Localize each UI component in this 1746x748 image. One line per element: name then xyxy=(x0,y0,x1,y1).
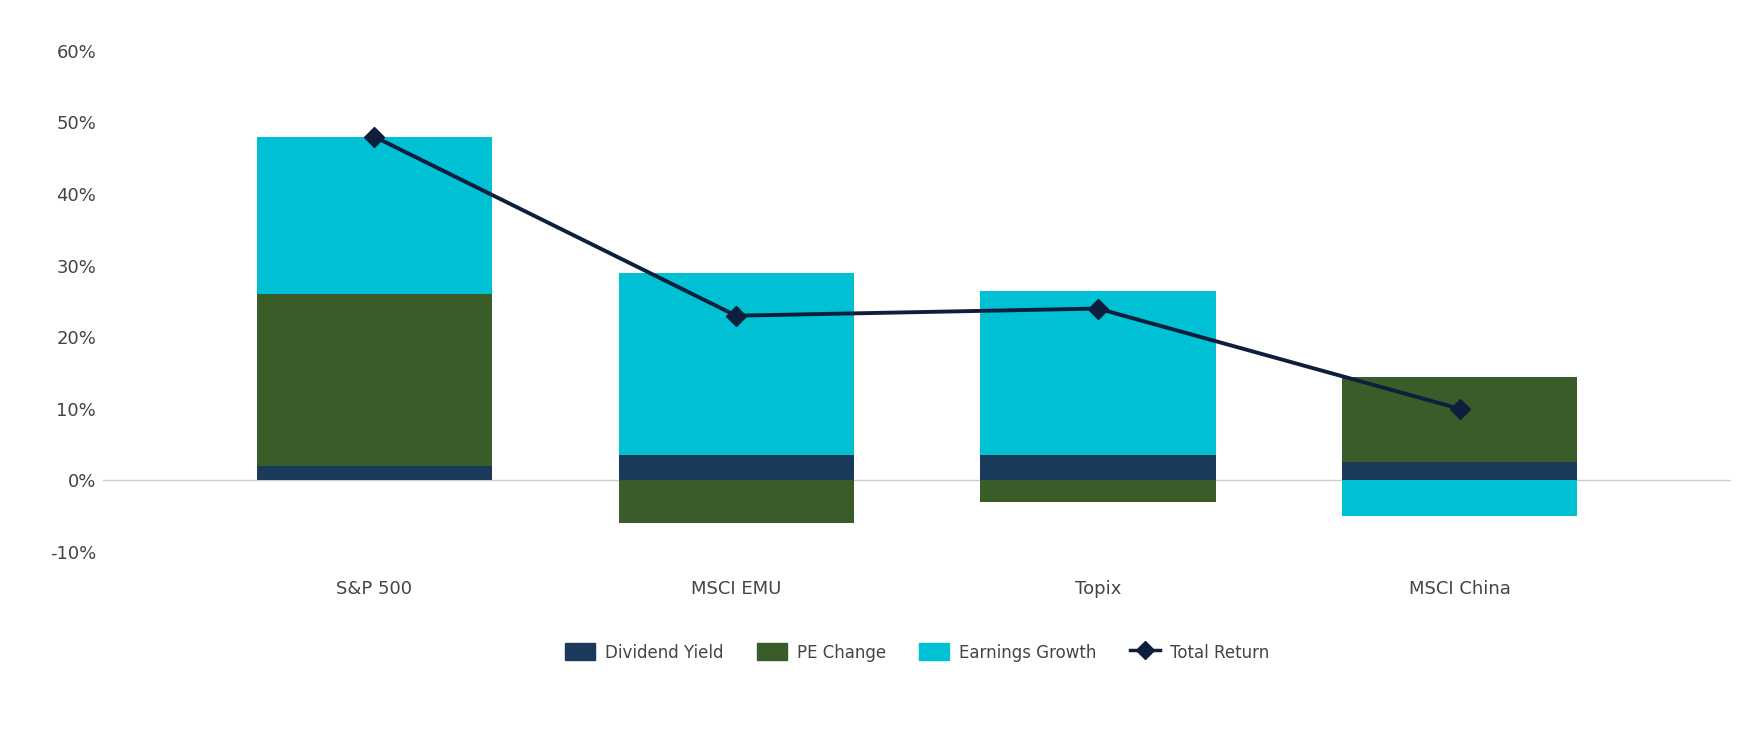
Bar xyxy=(257,137,492,294)
Bar xyxy=(1343,462,1577,480)
Legend: Dividend Yield, PE Change, Earnings Growth, Total Return: Dividend Yield, PE Change, Earnings Grow… xyxy=(559,637,1276,668)
Bar xyxy=(980,456,1215,480)
Bar xyxy=(618,480,854,524)
Bar xyxy=(618,273,854,456)
Bar xyxy=(1343,480,1577,516)
Bar xyxy=(980,480,1215,502)
Bar xyxy=(618,456,854,480)
Bar xyxy=(257,466,492,480)
Bar xyxy=(257,294,492,466)
Bar xyxy=(980,291,1215,456)
Bar xyxy=(1343,376,1577,462)
